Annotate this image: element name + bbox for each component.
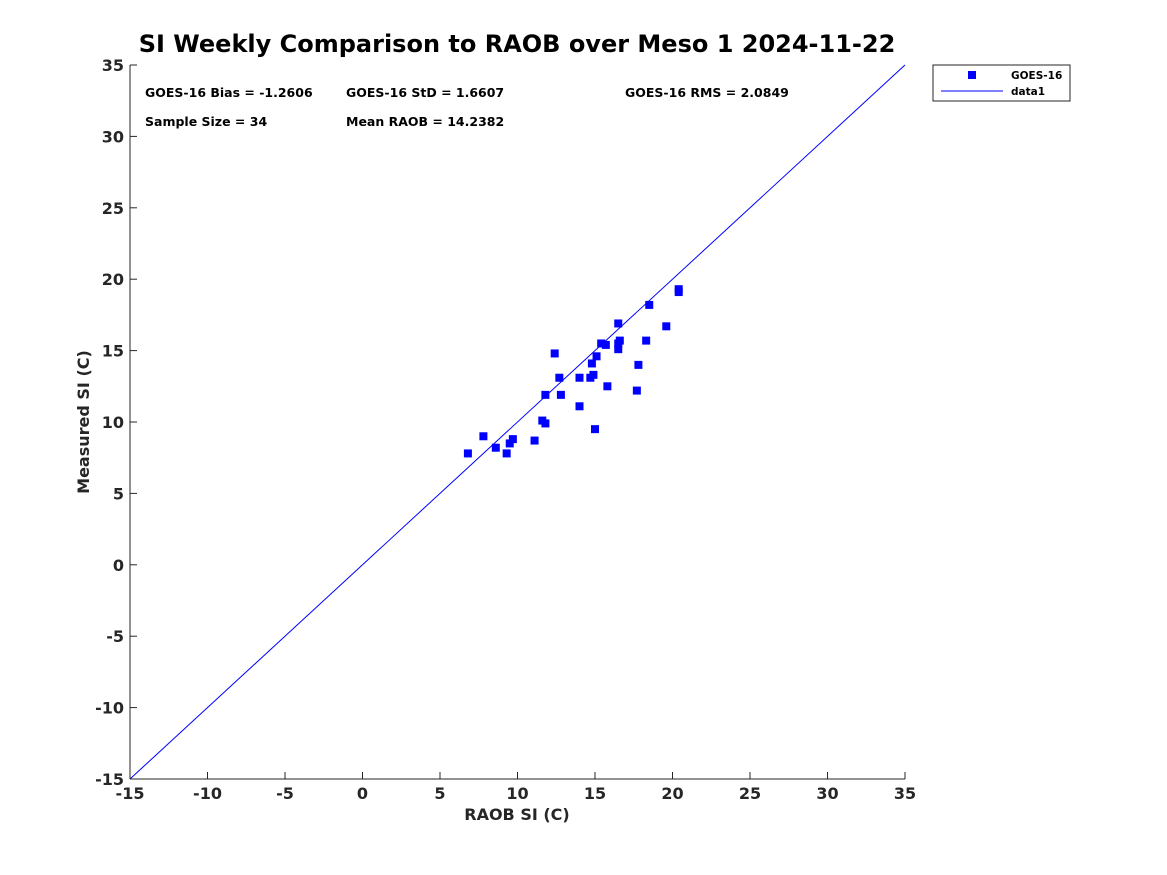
scatter-point-19 [592,352,601,361]
scatter-point-29 [642,336,651,345]
y-tick-label: 15 [102,342,124,361]
scatter-point-3 [502,449,511,458]
sample-size-annotation: Sample Size = 34 [145,114,267,129]
y-tick-label: -5 [106,627,124,646]
scatter-point-16 [587,359,596,368]
x-tick-label: 15 [584,784,606,803]
scatter-point-10 [550,349,559,358]
y-tick-label: -15 [95,770,124,789]
bias-annotation: GOES-16 Bias = -1.2606 [145,85,313,100]
legend-marker-square [968,71,976,79]
scatter-point-6 [530,436,539,445]
x-tick-label: -10 [193,784,222,803]
x-tick-label: 10 [506,784,528,803]
scatter-point-23 [614,319,623,328]
scatter-point-12 [556,390,565,399]
scatter-point-0 [463,449,472,458]
x-axis-ticks: -15 -10 -5 0 5 10 15 20 25 30 35 [116,772,916,803]
y-tick-label: 20 [102,270,124,289]
y-tick-label: -10 [95,699,124,718]
scatter-point-2 [491,443,500,452]
scatter-point-26 [615,336,624,345]
scatter-point-5 [508,435,517,444]
scatter-point-1 [479,432,488,441]
scatter-point-18 [591,425,599,434]
y-tick-label: 10 [102,413,124,432]
series-line-data1 [129,64,906,780]
x-axis-label: RAOB SI (C) [464,805,569,824]
scatter-point-33 [674,285,683,294]
x-tick-label: 5 [434,784,445,803]
std-annotation: GOES-16 StD = 1.6607 [346,85,504,100]
scatter-point-9 [541,390,550,399]
scatter-point-31 [662,322,671,331]
scatter-point-30 [645,300,654,309]
x-tick-label: -15 [116,784,145,803]
legend-box [932,64,1071,102]
x-tick-label: 30 [816,784,838,803]
chart-title: SI Weekly Comparison to RAOB over Meso 1… [139,30,896,58]
data-marks [129,64,906,780]
y-tick-label: 25 [102,199,124,218]
scatter-point-11 [555,373,564,382]
x-tick-label: 20 [661,784,683,803]
y-axis-ticks: -15 -10 -5 0 5 10 15 20 25 30 35 [95,56,137,789]
scatter-point-14 [575,373,584,382]
stats-annotations: GOES-16 Bias = -1.2606 GOES-16 StD = 1.6… [145,85,789,129]
x-tick-label: 25 [739,784,761,803]
legend-label-data1: data1 [1011,86,1045,98]
x-tick-label: 35 [894,784,916,803]
y-tick-label: 30 [102,127,124,146]
scatter-point-22 [603,382,612,391]
plot-area: -15 -10 -5 0 5 10 15 20 25 30 35 -15 -10 -5 0 5 10 15 20 2… [95,56,916,803]
x-tick-label: 0 [357,784,368,803]
y-axis-label: Measured SI (C) [74,350,93,494]
y-tick-label: 35 [102,56,124,75]
scatter-point-27 [632,386,641,395]
x-tick-label: -5 [276,784,294,803]
scatter-point-17 [589,370,598,379]
scatter-point-20 [597,339,606,348]
legend: GOES-16 data1 [932,64,1071,102]
legend-label-goes16: GOES-16 [1011,70,1062,82]
scatter-point-21 [601,340,610,349]
mean-raob-annotation: Mean RAOB = 14.2382 [346,114,504,129]
y-tick-label: 0 [113,556,124,575]
y-tick-label: 5 [113,484,124,503]
scatter-point-28 [634,360,643,369]
scatter-point-8 [541,419,550,428]
scatter-point-4 [505,439,514,448]
rms-annotation: GOES-16 RMS = 2.0849 [625,85,789,100]
scatter-point-24 [614,345,623,354]
scatter-point-13 [575,402,584,411]
